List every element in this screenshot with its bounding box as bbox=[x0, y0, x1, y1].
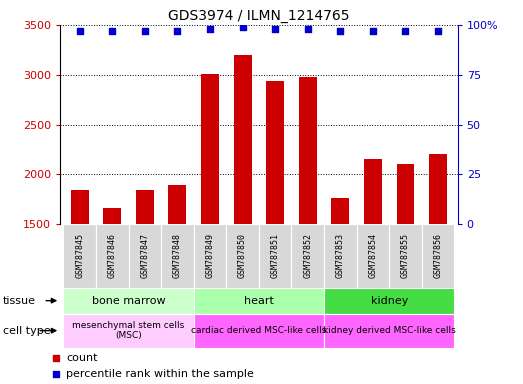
Point bbox=[75, 28, 84, 34]
Bar bbox=[136, 190, 154, 224]
Bar bbox=[396, 164, 414, 224]
Point bbox=[238, 24, 247, 30]
Bar bbox=[226, 224, 259, 288]
Text: GSM787846: GSM787846 bbox=[108, 233, 117, 278]
Bar bbox=[422, 224, 454, 288]
Text: tissue: tissue bbox=[3, 296, 36, 306]
Text: kidney: kidney bbox=[370, 296, 408, 306]
Bar bbox=[324, 224, 357, 288]
Bar bbox=[63, 224, 96, 288]
Text: percentile rank within the sample: percentile rank within the sample bbox=[66, 369, 254, 379]
Bar bbox=[168, 185, 186, 224]
Bar bbox=[63, 314, 194, 348]
Bar bbox=[291, 224, 324, 288]
Point bbox=[303, 26, 312, 32]
Point bbox=[52, 354, 60, 361]
Bar bbox=[324, 314, 454, 348]
Bar bbox=[259, 224, 291, 288]
Text: GSM787850: GSM787850 bbox=[238, 233, 247, 278]
Bar bbox=[201, 74, 219, 224]
Text: GSM787847: GSM787847 bbox=[140, 233, 150, 278]
Bar bbox=[357, 224, 389, 288]
Text: cardiac derived MSC-like cells: cardiac derived MSC-like cells bbox=[191, 326, 326, 335]
Bar bbox=[161, 224, 194, 288]
Point bbox=[271, 26, 279, 32]
Bar bbox=[71, 190, 89, 224]
Bar bbox=[129, 224, 161, 288]
Text: GSM787851: GSM787851 bbox=[271, 233, 280, 278]
Bar bbox=[194, 224, 226, 288]
Text: GSM787849: GSM787849 bbox=[206, 233, 214, 278]
Point bbox=[401, 28, 410, 34]
Text: GSM787845: GSM787845 bbox=[75, 233, 84, 278]
Point bbox=[206, 26, 214, 32]
Bar bbox=[63, 288, 194, 314]
Text: bone marrow: bone marrow bbox=[92, 296, 165, 306]
Bar bbox=[194, 314, 324, 348]
Text: mesenchymal stem cells
(MSC): mesenchymal stem cells (MSC) bbox=[73, 321, 185, 340]
Text: heart: heart bbox=[244, 296, 274, 306]
Point bbox=[173, 28, 181, 34]
Point bbox=[369, 28, 377, 34]
Text: GSM787852: GSM787852 bbox=[303, 233, 312, 278]
Point bbox=[336, 28, 345, 34]
Bar bbox=[104, 208, 121, 224]
Bar bbox=[332, 198, 349, 224]
Bar bbox=[429, 154, 447, 224]
Text: GSM787856: GSM787856 bbox=[434, 233, 442, 278]
Bar bbox=[234, 55, 252, 224]
Bar bbox=[364, 159, 382, 224]
Bar bbox=[266, 81, 284, 224]
Text: GSM787855: GSM787855 bbox=[401, 233, 410, 278]
Bar bbox=[324, 288, 454, 314]
Point bbox=[141, 28, 149, 34]
Text: count: count bbox=[66, 353, 97, 362]
Text: GSM787848: GSM787848 bbox=[173, 233, 182, 278]
Bar bbox=[389, 224, 422, 288]
Bar bbox=[96, 224, 129, 288]
Text: kidney derived MSC-like cells: kidney derived MSC-like cells bbox=[323, 326, 456, 335]
Bar bbox=[194, 288, 324, 314]
Point bbox=[52, 371, 60, 377]
Title: GDS3974 / ILMN_1214765: GDS3974 / ILMN_1214765 bbox=[168, 8, 350, 23]
Bar bbox=[299, 77, 317, 224]
Text: GSM787853: GSM787853 bbox=[336, 233, 345, 278]
Point bbox=[108, 28, 117, 34]
Text: GSM787854: GSM787854 bbox=[368, 233, 378, 278]
Point bbox=[434, 28, 442, 34]
Text: cell type: cell type bbox=[3, 326, 50, 336]
